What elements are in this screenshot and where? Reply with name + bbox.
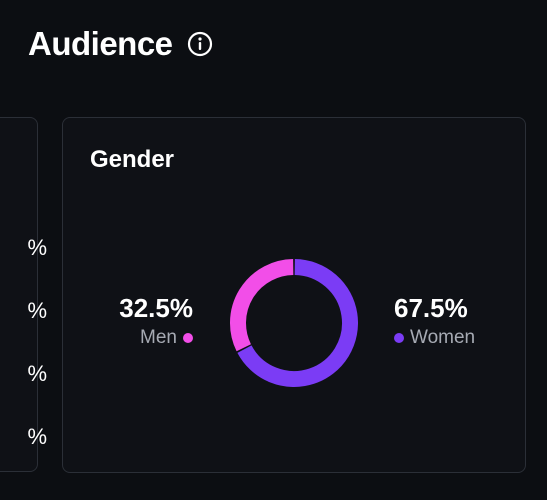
page-title: Audience	[28, 25, 173, 62]
women-label: Women	[410, 327, 476, 348]
partial-percent: %	[27, 424, 47, 449]
partial-percent: %	[27, 361, 47, 386]
card-title: Gender	[90, 146, 175, 173]
women-legend: Women	[394, 327, 475, 349]
donut-slice-men	[230, 259, 294, 352]
partial-percent: %	[27, 298, 47, 323]
donut-slice-women	[237, 259, 358, 387]
info-icon[interactable]	[187, 31, 213, 57]
audience-card-partial: % % % %	[0, 117, 47, 472]
gender-card: Gender 32.5% Men 67.5% Women	[62, 117, 526, 473]
women-legend-dot	[394, 333, 404, 343]
men-percentage: 32.5%	[119, 293, 193, 323]
men-label: Men	[140, 327, 177, 348]
women-percentage: 67.5%	[394, 293, 468, 323]
women-stat: 67.5% Women	[394, 293, 475, 349]
header: Audience	[28, 20, 213, 68]
men-legend-dot	[183, 333, 193, 343]
partial-percent: %	[27, 235, 47, 260]
gender-donut-chart	[230, 259, 358, 387]
men-stat: 32.5% Men	[119, 293, 193, 349]
men-legend: Men	[119, 327, 193, 349]
